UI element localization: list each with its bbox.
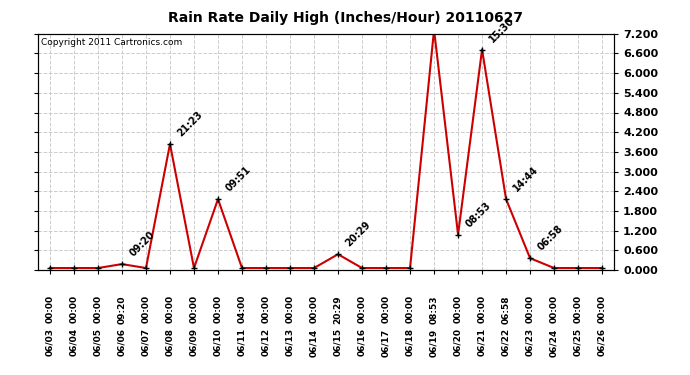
Text: 00:00: 00:00	[166, 295, 175, 323]
Text: 00:00: 00:00	[262, 295, 270, 323]
Text: 00:00: 00:00	[477, 295, 486, 323]
Text: 00:00: 00:00	[70, 295, 79, 323]
Text: 06/10: 06/10	[213, 328, 222, 356]
Text: 10:22: 10:22	[0, 374, 1, 375]
Text: 09:20: 09:20	[117, 295, 126, 324]
Text: 06/09: 06/09	[190, 328, 199, 357]
Text: 00:00: 00:00	[598, 295, 607, 323]
Text: 06/05: 06/05	[93, 328, 103, 356]
Text: 06/20: 06/20	[453, 328, 462, 356]
Text: 00:00: 00:00	[310, 295, 319, 323]
Text: 06/08: 06/08	[166, 328, 175, 356]
Text: 06:58: 06:58	[535, 224, 564, 253]
Text: 06/23: 06/23	[526, 328, 535, 357]
Text: 00:00: 00:00	[406, 295, 415, 323]
Text: 06/13: 06/13	[286, 328, 295, 357]
Text: 06/15: 06/15	[333, 328, 342, 357]
Text: 06/18: 06/18	[406, 328, 415, 357]
Text: 08:53: 08:53	[430, 295, 439, 324]
Text: 15:30: 15:30	[488, 15, 517, 44]
Text: 20:29: 20:29	[333, 295, 342, 324]
Text: 06/11: 06/11	[237, 328, 246, 357]
Text: 00:00: 00:00	[526, 295, 535, 323]
Text: 06/21: 06/21	[477, 328, 486, 357]
Text: 00:00: 00:00	[382, 295, 391, 323]
Text: 06/19: 06/19	[430, 328, 439, 357]
Text: 00:00: 00:00	[453, 295, 462, 323]
Text: 14:44: 14:44	[511, 165, 541, 194]
Text: 06/22: 06/22	[502, 328, 511, 357]
Text: 06/04: 06/04	[70, 328, 79, 357]
Text: 08:53: 08:53	[464, 200, 493, 229]
Text: 00:00: 00:00	[141, 295, 150, 323]
Text: 06/17: 06/17	[382, 328, 391, 357]
Text: 06/24: 06/24	[549, 328, 559, 357]
Text: 00:00: 00:00	[190, 295, 199, 323]
Text: 21:23: 21:23	[175, 110, 204, 138]
Text: 06:58: 06:58	[502, 295, 511, 324]
Text: 09:20: 09:20	[128, 230, 157, 258]
Text: 20:29: 20:29	[344, 220, 373, 249]
Text: 06/07: 06/07	[141, 328, 150, 357]
Text: Copyright 2011 Cartronics.com: Copyright 2011 Cartronics.com	[41, 39, 182, 48]
Text: 06/14: 06/14	[310, 328, 319, 357]
Text: 06/06: 06/06	[117, 328, 126, 356]
Text: 06/03: 06/03	[46, 328, 55, 356]
Text: 00:00: 00:00	[549, 295, 559, 323]
Text: 00:00: 00:00	[573, 295, 582, 323]
Text: 00:00: 00:00	[357, 295, 366, 323]
Text: 04:00: 04:00	[237, 295, 246, 323]
Text: 06/12: 06/12	[262, 328, 270, 357]
Text: 09:51: 09:51	[224, 165, 253, 194]
Text: 00:00: 00:00	[46, 295, 55, 323]
Text: 06/25: 06/25	[573, 328, 582, 357]
Text: 06/26: 06/26	[598, 328, 607, 357]
Text: 00:00: 00:00	[286, 295, 295, 323]
Text: 06/16: 06/16	[357, 328, 366, 357]
Text: 00:00: 00:00	[213, 295, 222, 323]
Text: 00:00: 00:00	[93, 295, 103, 323]
Text: Rain Rate Daily High (Inches/Hour) 20110627: Rain Rate Daily High (Inches/Hour) 20110…	[168, 11, 522, 25]
